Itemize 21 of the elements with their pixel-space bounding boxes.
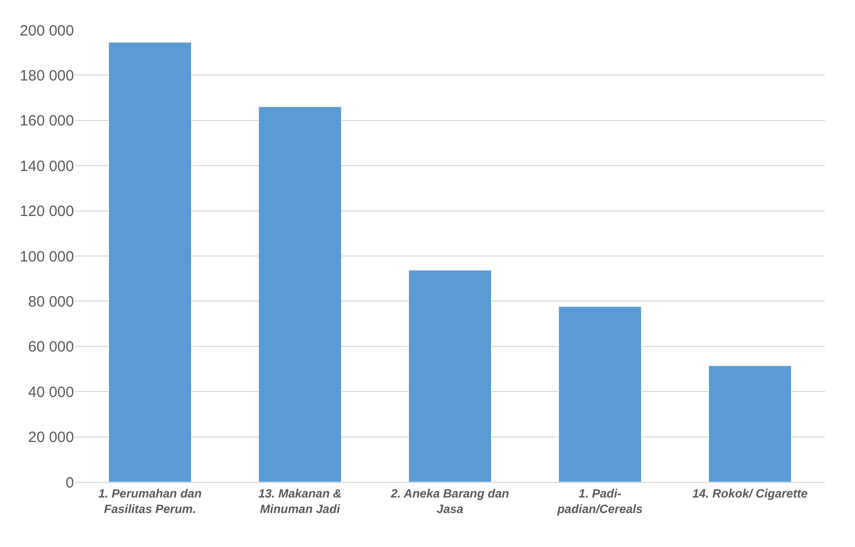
y-tick-label: 100 000	[20, 248, 74, 266]
x-tick-label: 2. Aneka Barang dan Jasa	[390, 486, 510, 516]
y-tick-label: 160 000	[20, 112, 74, 130]
y-tick-label: 20 000	[28, 429, 74, 446]
x-tick-label: 1. Padi-padian/Cereals	[556, 486, 644, 516]
y-tick-label: 60 000	[28, 338, 74, 356]
bar	[108, 42, 192, 482]
y-tick-label: 200 000	[20, 22, 74, 40]
bar	[258, 106, 342, 482]
bar	[408, 270, 492, 482]
y-tick-label: 80 000	[28, 293, 74, 310]
y-tick-label: 140 000	[20, 158, 74, 175]
y-tick-label: 120 000	[20, 203, 74, 220]
y-tick-label: 180 000	[20, 67, 74, 84]
y-tick-label: 40 000	[28, 384, 74, 401]
x-tick-label: 13. Makanan & Minuman Jadi	[258, 486, 342, 516]
x-tick-label: 14. Rokok/ Cigarette	[692, 486, 808, 500]
y-tick-label: 0	[66, 474, 74, 492]
bar	[558, 306, 642, 482]
bar	[708, 366, 792, 482]
x-tick-label: 1. Perumahan dan Fasilitas Perum.	[98, 486, 202, 516]
